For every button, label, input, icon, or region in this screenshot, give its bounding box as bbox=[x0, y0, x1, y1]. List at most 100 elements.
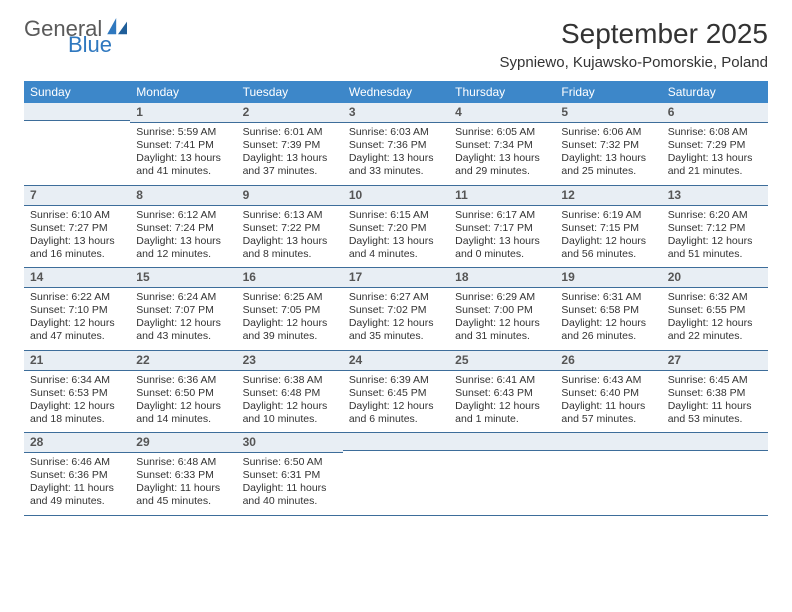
day-cell: 9Sunrise: 6:13 AMSunset: 7:22 PMDaylight… bbox=[237, 186, 343, 268]
daylight-text: Daylight: 12 hours and 26 minutes. bbox=[561, 317, 655, 343]
day-cell: 25Sunrise: 6:41 AMSunset: 6:43 PMDayligh… bbox=[449, 351, 555, 433]
sunrise-text: Sunrise: 6:34 AM bbox=[30, 374, 124, 387]
day-cell: 17Sunrise: 6:27 AMSunset: 7:02 PMDayligh… bbox=[343, 268, 449, 350]
day-body bbox=[449, 451, 555, 460]
day-body: Sunrise: 6:29 AMSunset: 7:00 PMDaylight:… bbox=[449, 288, 555, 350]
header-row: General Blue September 2025 Sypniewo, Ku… bbox=[24, 18, 768, 71]
day-cell: 11Sunrise: 6:17 AMSunset: 7:17 PMDayligh… bbox=[449, 186, 555, 268]
day-body: Sunrise: 6:12 AMSunset: 7:24 PMDaylight:… bbox=[130, 206, 236, 268]
sunset-text: Sunset: 7:24 PM bbox=[136, 222, 230, 235]
daylight-text: Daylight: 12 hours and 14 minutes. bbox=[136, 400, 230, 426]
sunset-text: Sunset: 6:38 PM bbox=[668, 387, 762, 400]
day-number: 18 bbox=[449, 268, 555, 288]
day-number: 1 bbox=[130, 103, 236, 123]
sunset-text: Sunset: 6:33 PM bbox=[136, 469, 230, 482]
sunrise-text: Sunrise: 6:17 AM bbox=[455, 209, 549, 222]
weekday-label: Tuesday bbox=[237, 81, 343, 103]
sunrise-text: Sunrise: 6:32 AM bbox=[668, 291, 762, 304]
daylight-text: Daylight: 13 hours and 37 minutes. bbox=[243, 152, 337, 178]
day-cell bbox=[343, 433, 449, 515]
day-cell: 12Sunrise: 6:19 AMSunset: 7:15 PMDayligh… bbox=[555, 186, 661, 268]
logo-text: General Blue bbox=[24, 18, 129, 55]
day-cell bbox=[555, 433, 661, 515]
day-cell: 7Sunrise: 6:10 AMSunset: 7:27 PMDaylight… bbox=[24, 186, 130, 268]
sunset-text: Sunset: 7:36 PM bbox=[349, 139, 443, 152]
weekday-label: Monday bbox=[130, 81, 236, 103]
day-cell: 4Sunrise: 6:05 AMSunset: 7:34 PMDaylight… bbox=[449, 103, 555, 185]
day-number: 27 bbox=[662, 351, 768, 371]
sunrise-text: Sunrise: 6:48 AM bbox=[136, 456, 230, 469]
calendar-page: General Blue September 2025 Sypniewo, Ku… bbox=[0, 0, 792, 534]
calendar: Sunday Monday Tuesday Wednesday Thursday… bbox=[24, 81, 768, 516]
sunset-text: Sunset: 7:41 PM bbox=[136, 139, 230, 152]
sunrise-text: Sunrise: 6:25 AM bbox=[243, 291, 337, 304]
day-cell: 14Sunrise: 6:22 AMSunset: 7:10 PMDayligh… bbox=[24, 268, 130, 350]
daylight-text: Daylight: 12 hours and 35 minutes. bbox=[349, 317, 443, 343]
day-cell: 26Sunrise: 6:43 AMSunset: 6:40 PMDayligh… bbox=[555, 351, 661, 433]
sunrise-text: Sunrise: 6:50 AM bbox=[243, 456, 337, 469]
day-number: 19 bbox=[555, 268, 661, 288]
day-body: Sunrise: 6:19 AMSunset: 7:15 PMDaylight:… bbox=[555, 206, 661, 268]
day-cell: 13Sunrise: 6:20 AMSunset: 7:12 PMDayligh… bbox=[662, 186, 768, 268]
day-number: 22 bbox=[130, 351, 236, 371]
day-body: Sunrise: 6:01 AMSunset: 7:39 PMDaylight:… bbox=[237, 123, 343, 185]
day-body: Sunrise: 6:50 AMSunset: 6:31 PMDaylight:… bbox=[237, 453, 343, 515]
day-body: Sunrise: 5:59 AMSunset: 7:41 PMDaylight:… bbox=[130, 123, 236, 185]
title-block: September 2025 Sypniewo, Kujawsko-Pomors… bbox=[500, 18, 768, 71]
day-body bbox=[555, 451, 661, 460]
daylight-text: Daylight: 13 hours and 29 minutes. bbox=[455, 152, 549, 178]
daylight-text: Daylight: 13 hours and 33 minutes. bbox=[349, 152, 443, 178]
day-body: Sunrise: 6:45 AMSunset: 6:38 PMDaylight:… bbox=[662, 371, 768, 433]
weekday-label: Sunday bbox=[24, 81, 130, 103]
day-number bbox=[343, 433, 449, 451]
sunset-text: Sunset: 7:27 PM bbox=[30, 222, 124, 235]
sunset-text: Sunset: 7:39 PM bbox=[243, 139, 337, 152]
sunrise-text: Sunrise: 6:22 AM bbox=[30, 291, 124, 304]
day-body: Sunrise: 6:10 AMSunset: 7:27 PMDaylight:… bbox=[24, 206, 130, 268]
sunset-text: Sunset: 6:53 PM bbox=[30, 387, 124, 400]
day-cell: 18Sunrise: 6:29 AMSunset: 7:00 PMDayligh… bbox=[449, 268, 555, 350]
day-body: Sunrise: 6:34 AMSunset: 6:53 PMDaylight:… bbox=[24, 371, 130, 433]
day-body: Sunrise: 6:22 AMSunset: 7:10 PMDaylight:… bbox=[24, 288, 130, 350]
day-number: 24 bbox=[343, 351, 449, 371]
day-body: Sunrise: 6:48 AMSunset: 6:33 PMDaylight:… bbox=[130, 453, 236, 515]
daylight-text: Daylight: 13 hours and 12 minutes. bbox=[136, 235, 230, 261]
daylight-text: Daylight: 12 hours and 6 minutes. bbox=[349, 400, 443, 426]
sunset-text: Sunset: 7:12 PM bbox=[668, 222, 762, 235]
day-body: Sunrise: 6:06 AMSunset: 7:32 PMDaylight:… bbox=[555, 123, 661, 185]
sunrise-text: Sunrise: 6:10 AM bbox=[30, 209, 124, 222]
day-number: 14 bbox=[24, 268, 130, 288]
weekday-label: Thursday bbox=[449, 81, 555, 103]
daylight-text: Daylight: 11 hours and 53 minutes. bbox=[668, 400, 762, 426]
daylight-text: Daylight: 13 hours and 21 minutes. bbox=[668, 152, 762, 178]
day-body: Sunrise: 6:20 AMSunset: 7:12 PMDaylight:… bbox=[662, 206, 768, 268]
day-body: Sunrise: 6:08 AMSunset: 7:29 PMDaylight:… bbox=[662, 123, 768, 185]
sunrise-text: Sunrise: 6:39 AM bbox=[349, 374, 443, 387]
day-body bbox=[662, 451, 768, 460]
sunset-text: Sunset: 7:15 PM bbox=[561, 222, 655, 235]
sunrise-text: Sunrise: 6:46 AM bbox=[30, 456, 124, 469]
day-body: Sunrise: 6:17 AMSunset: 7:17 PMDaylight:… bbox=[449, 206, 555, 268]
sunrise-text: Sunrise: 6:08 AM bbox=[668, 126, 762, 139]
day-cell: 8Sunrise: 6:12 AMSunset: 7:24 PMDaylight… bbox=[130, 186, 236, 268]
day-number: 12 bbox=[555, 186, 661, 206]
sunrise-text: Sunrise: 6:06 AM bbox=[561, 126, 655, 139]
day-body: Sunrise: 6:32 AMSunset: 6:55 PMDaylight:… bbox=[662, 288, 768, 350]
sunset-text: Sunset: 6:45 PM bbox=[349, 387, 443, 400]
day-body: Sunrise: 6:24 AMSunset: 7:07 PMDaylight:… bbox=[130, 288, 236, 350]
weekday-label: Wednesday bbox=[343, 81, 449, 103]
day-body: Sunrise: 6:41 AMSunset: 6:43 PMDaylight:… bbox=[449, 371, 555, 433]
day-cell: 23Sunrise: 6:38 AMSunset: 6:48 PMDayligh… bbox=[237, 351, 343, 433]
day-number bbox=[449, 433, 555, 451]
day-number: 13 bbox=[662, 186, 768, 206]
daylight-text: Daylight: 13 hours and 41 minutes. bbox=[136, 152, 230, 178]
sunrise-text: Sunrise: 6:05 AM bbox=[455, 126, 549, 139]
day-number bbox=[662, 433, 768, 451]
weekday-header: Sunday Monday Tuesday Wednesday Thursday… bbox=[24, 81, 768, 103]
daylight-text: Daylight: 11 hours and 49 minutes. bbox=[30, 482, 124, 508]
day-body: Sunrise: 6:31 AMSunset: 6:58 PMDaylight:… bbox=[555, 288, 661, 350]
sunrise-text: Sunrise: 6:43 AM bbox=[561, 374, 655, 387]
sunset-text: Sunset: 6:43 PM bbox=[455, 387, 549, 400]
week-row: 14Sunrise: 6:22 AMSunset: 7:10 PMDayligh… bbox=[24, 268, 768, 351]
day-cell: 5Sunrise: 6:06 AMSunset: 7:32 PMDaylight… bbox=[555, 103, 661, 185]
